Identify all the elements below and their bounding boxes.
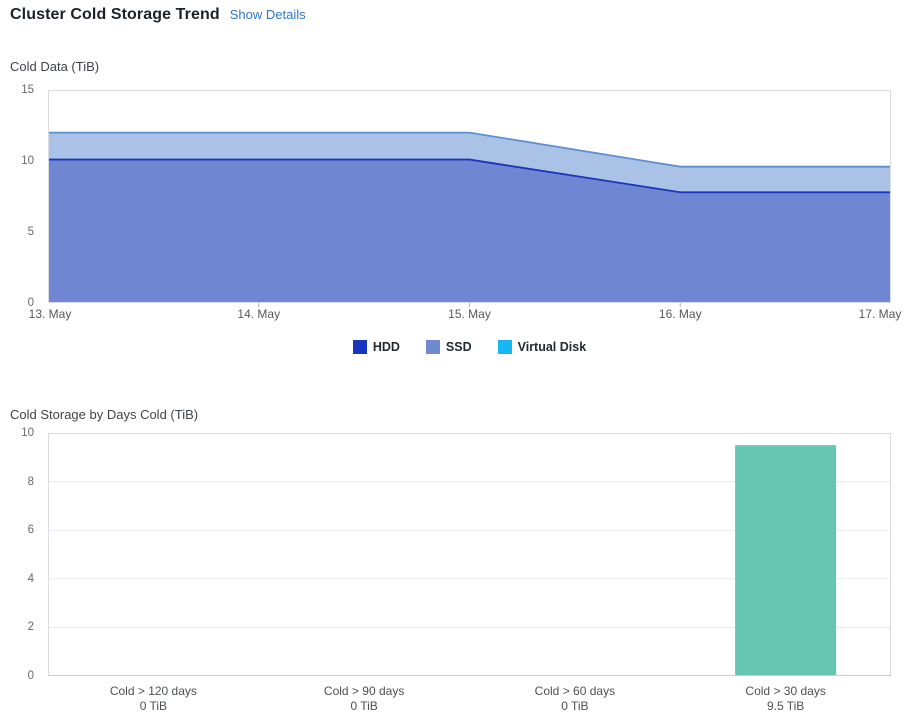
- bar-cold-30-days: [735, 445, 837, 676]
- category-label: Cold > 30 days: [745, 684, 826, 698]
- category-group: Cold > 120 days 0 TiB: [110, 684, 197, 714]
- legend-swatch: [497, 340, 512, 354]
- y-tick-label: 15: [21, 84, 34, 96]
- x-tick-label: 16. May: [658, 307, 702, 321]
- trend-x-axis: 13. May 14. May 15. May 16. May 17. May: [0, 307, 904, 323]
- legend-swatch: [352, 340, 367, 354]
- y-tick-label: 2: [27, 621, 34, 634]
- x-tick-label: 14. May: [237, 307, 281, 321]
- trend-chart-title: Cold Data (TiB): [10, 59, 100, 74]
- category-group: Cold > 30 days 9.5 TiB: [745, 684, 825, 714]
- trend-plot[interactable]: [48, 90, 891, 307]
- line-series-hdd: [48, 158, 891, 194]
- y-tick-label: 4: [27, 572, 34, 585]
- trend-y-axis: 0 5 10 15: [0, 84, 40, 309]
- show-details-link[interactable]: Show Details: [229, 7, 306, 22]
- category-value: 0 TiB: [350, 699, 378, 713]
- category-value: 0 TiB: [561, 699, 589, 713]
- bar-plot[interactable]: [48, 433, 891, 676]
- bar-chart-title: Cold Storage by Days Cold (TiB): [10, 407, 199, 422]
- legend-swatch: [425, 340, 440, 354]
- bar-y-axis: 0 2 4 6 8 10: [0, 427, 40, 682]
- y-tick-label: 5: [27, 226, 34, 238]
- legend-label: HDD: [372, 340, 400, 354]
- x-tick-label: 17. May: [858, 307, 902, 321]
- page-header: Cluster Cold Storage Trend Show Details: [10, 6, 306, 24]
- legend-label: Virtual Disk: [517, 340, 587, 354]
- legend-label: SSD: [445, 340, 472, 354]
- x-tick-label: 15. May: [448, 307, 491, 321]
- legend-item-hdd[interactable]: HDD: [352, 340, 400, 354]
- y-tick-label: 8: [27, 475, 34, 488]
- y-tick-label: 0: [27, 297, 34, 309]
- legend-item-ssd[interactable]: SSD: [425, 340, 472, 354]
- y-tick-label: 10: [21, 155, 34, 167]
- category-group: Cold > 60 days 0 TiB: [535, 684, 615, 714]
- category-label: Cold > 120 days: [109, 684, 197, 698]
- y-tick-label: 0: [27, 670, 34, 682]
- category-group: Cold > 90 days 0 TiB: [324, 684, 404, 714]
- legend-item-virtual-disk[interactable]: Virtual Disk: [497, 340, 587, 354]
- y-tick-label: 10: [21, 427, 34, 439]
- trend-legend: HDD SSD Virtual Disk: [48, 340, 891, 354]
- category-value: 0 TiB: [139, 699, 168, 713]
- category-label: Cold > 60 days: [534, 684, 616, 698]
- category-label: Cold > 90 days: [323, 684, 405, 698]
- category-value: 9.5 TiB: [766, 699, 805, 713]
- line-series-ssd: [48, 131, 891, 168]
- y-tick-label: 6: [27, 524, 34, 537]
- area-series-hdd: [48, 159, 891, 303]
- page-title: Cluster Cold Storage Trend: [10, 6, 220, 23]
- area-series-ssd: [48, 132, 891, 193]
- x-tick-label: 13. May: [28, 307, 72, 321]
